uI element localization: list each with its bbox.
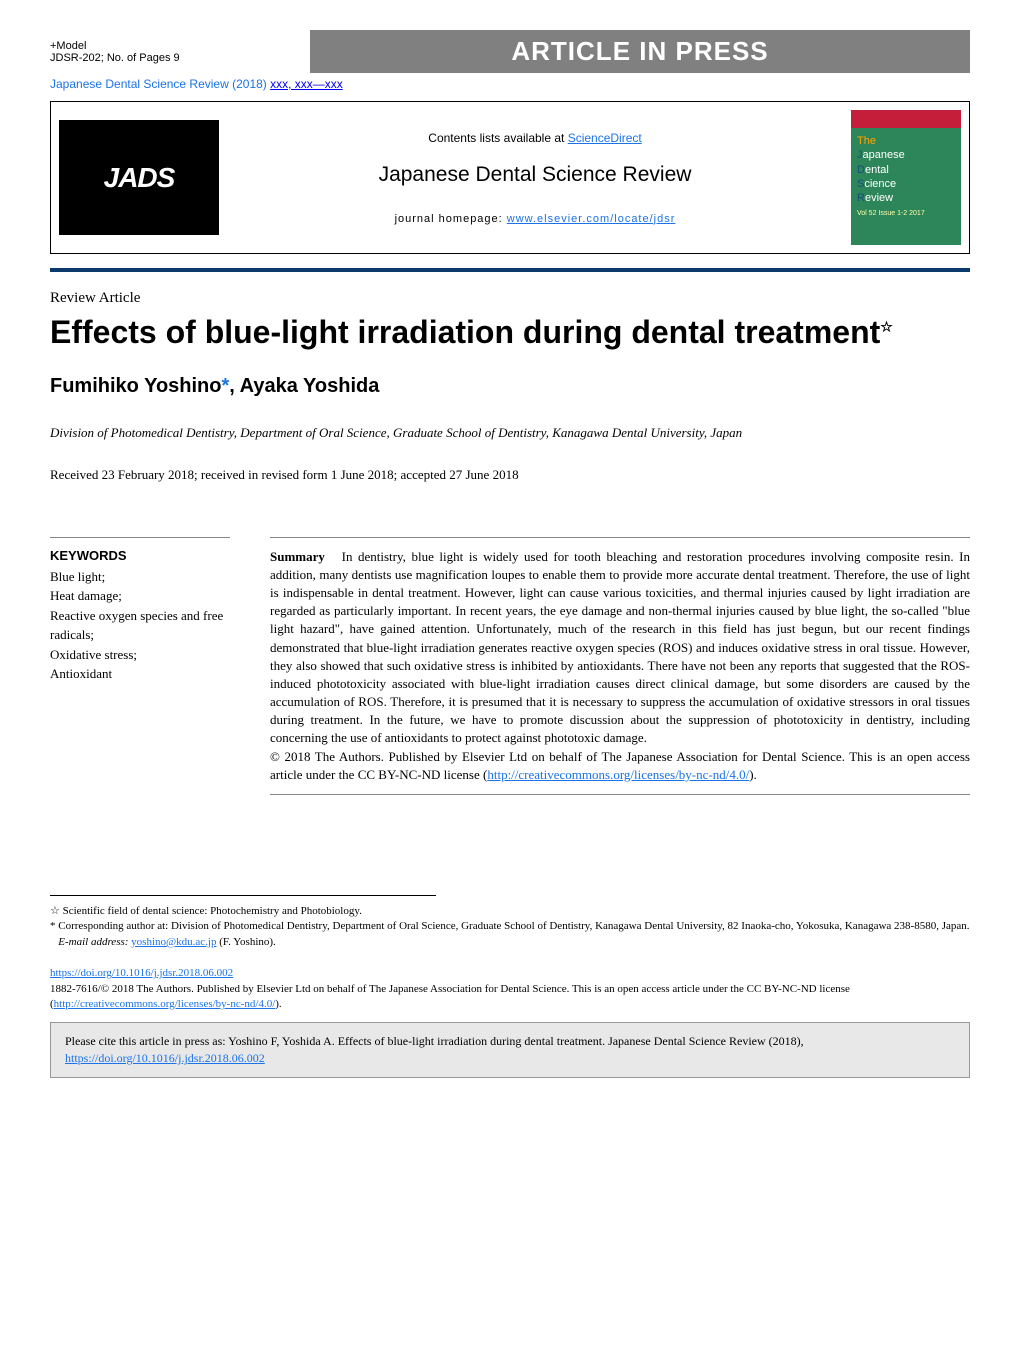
journal-logo: JADS [59,120,219,235]
homepage-label: journal homepage: [395,213,507,225]
email-footnote: E-mail address: yoshino@kdu.ac.jp (F. Yo… [50,935,970,950]
keywords-heading: KEYWORDS [50,548,230,563]
journal-title: Japanese Dental Science Review [239,163,831,187]
sciencedirect-link[interactable]: ScienceDirect [568,131,642,145]
header-center: Contents lists available at ScienceDirec… [219,131,851,225]
author-1: Fumihiko Yoshino [50,375,221,397]
star-footnote-text: Scientific field of dental science: Phot… [63,905,362,917]
title-star: ☆ [880,318,893,334]
journal-ref-link[interactable]: xxx, xxx—xxx [270,77,343,91]
author-2: , Ayaka Yoshida [229,375,379,397]
footnotes: ☆ Scientific field of dental science: Ph… [50,904,970,950]
journal-ref-text: Japanese Dental Science Review (2018) [50,77,270,91]
doi-link[interactable]: https://doi.org/10.1016/j.jdsr.2018.06.0… [50,967,233,979]
title-text: Effects of blue-light irradiation during… [50,314,880,350]
journal-logo-text: JADS [104,162,175,194]
article-in-press-banner: ARTICLE IN PRESS [310,30,970,73]
contents-text: Contents lists available at [428,131,567,145]
cite-doi-link[interactable]: https://doi.org/10.1016/j.jdsr.2018.06.0… [65,1051,265,1065]
summary-column: Summary In dentistry, blue light is wide… [270,523,970,795]
article-dates: Received 23 February 2018; received in r… [50,467,970,483]
article-title: Effects of blue-light irradiation during… [50,313,970,351]
summary-body: In dentistry, blue light is widely used … [270,549,970,746]
summary-label: Summary [270,549,325,564]
license-link[interactable]: http://creativecommons.org/licenses/by-n… [487,767,749,782]
keywords-top-rule [50,537,230,538]
cover-volume: Vol 52 Issue 1-2 2017 [857,209,955,218]
authors: Fumihiko Yoshino*, Ayaka Yoshida [50,375,970,398]
star-footnote: ☆ Scientific field of dental science: Ph… [50,904,970,919]
header-divider [50,268,970,272]
email-label: E-mail address: [58,936,131,948]
homepage-link[interactable]: www.elsevier.com/locate/jdsr [507,213,676,225]
homepage-line: journal homepage: www.elsevier.com/locat… [239,213,831,225]
affiliation: Division of Photomedical Dentistry, Depa… [50,424,970,442]
footnotes-rule [50,895,436,902]
cite-text: Please cite this article in press as: Yo… [65,1034,804,1048]
article-type: Review Article [50,290,970,307]
citation-box: Please cite this article in press as: Yo… [50,1022,970,1078]
email-link[interactable]: yoshino@kdu.ac.jp [131,936,216,948]
cover-line-4-rest: eview [865,192,893,204]
doi-section: https://doi.org/10.1016/j.jdsr.2018.06.0… [50,966,970,1012]
body-columns: KEYWORDS Blue light; Heat damage; Reacti… [50,523,970,795]
journal-cover-thumbnail: The Japanese Dental Science Review Vol 5… [851,110,961,245]
journal-reference: Japanese Dental Science Review (2018) xx… [50,77,970,91]
keywords-list: Blue light; Heat damage; Reactive oxygen… [50,567,230,684]
contents-line: Contents lists available at ScienceDirec… [239,131,831,145]
corresponding-footnote: * Corresponding author at: Division of P… [50,919,970,934]
summary-top-rule [270,537,970,538]
corresp-text: Corresponding author at: Division of Pho… [58,920,969,932]
issn-end: ). [275,998,281,1010]
model-info: +Model JDSR-202; No. of Pages 9 [50,40,310,64]
journal-header-box: JADS Contents lists available at Science… [50,101,970,254]
summary-copyright-end: ). [749,767,757,782]
summary-text: Summary In dentistry, blue light is wide… [270,548,970,784]
email-name: (F. Yoshino). [216,936,275,948]
cover-line-3-rest: cience [864,178,896,190]
keywords-column: KEYWORDS Blue light; Heat damage; Reacti… [50,523,230,795]
top-bar: +Model JDSR-202; No. of Pages 9 ARTICLE … [50,30,970,73]
model-line-1: +Model [50,40,310,52]
cover-line-1-rest: apanese [863,149,905,161]
cover-line-0: The [857,134,955,148]
model-line-2: JDSR-202; No. of Pages 9 [50,52,310,64]
cover-line-2-rest: ental [865,164,889,176]
summary-bottom-rule [270,794,970,795]
license-link-2[interactable]: http://creativecommons.org/licenses/by-n… [54,998,276,1010]
